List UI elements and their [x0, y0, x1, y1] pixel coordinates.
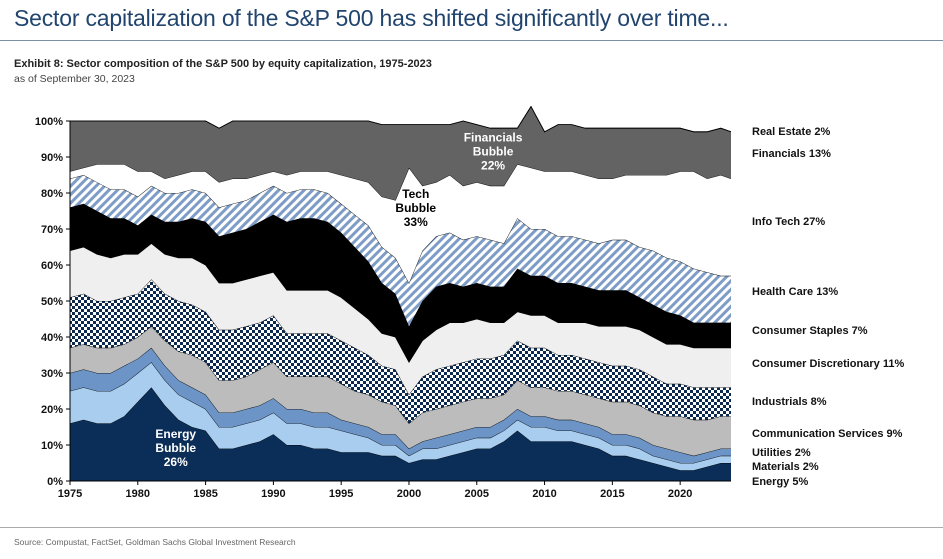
legend-label: Communication Services 9% [752, 428, 903, 440]
area-health-care [70, 175, 731, 327]
area-materials [70, 362, 731, 471]
x-tick-label: 1980 [126, 488, 150, 500]
y-tick-label: 80% [41, 188, 63, 200]
x-tick-label: 1990 [261, 488, 285, 500]
x-tick-label: 2010 [532, 488, 556, 500]
area-info-tech [70, 164, 731, 283]
x-tick-label: 2000 [397, 488, 421, 500]
y-tick-label: 100% [35, 116, 63, 128]
legend-label: Real Estate 2% [752, 126, 830, 138]
source-note: Source: Compustat, FactSet, Goldman Sach… [14, 537, 296, 547]
legend-label: Consumer Discretionary 11% [752, 358, 904, 370]
y-tick-label: 50% [41, 296, 63, 308]
y-tick-label: 60% [41, 260, 63, 272]
y-tick-label: 20% [41, 404, 63, 416]
headline: Sector capitalization of the S&P 500 has… [14, 5, 729, 31]
y-tick-label: 70% [41, 224, 63, 236]
boundary-real-estate [70, 105, 732, 133]
legend-label: Financials 13% [752, 148, 831, 160]
legend-label: Info Tech 27% [752, 216, 825, 228]
x-tick-label: 2020 [668, 488, 692, 500]
x-tick-label: 2005 [465, 488, 489, 500]
x-tick-label: 1995 [329, 488, 353, 500]
x-tick-label: 2015 [600, 488, 624, 500]
y-tick-label: 90% [41, 152, 63, 164]
area-communication-services [70, 326, 731, 456]
annotation-financials-bubble: Financials Bubble 22% [464, 131, 523, 173]
y-tick-label: 10% [41, 440, 63, 452]
y-tick-label: 0% [47, 476, 63, 488]
as-of-date: as of September 30, 2023 [14, 73, 135, 85]
header-rule [0, 40, 943, 41]
x-tick-label: 1985 [193, 488, 217, 500]
area-consumer-discretionary [70, 243, 731, 395]
legend-label: Health Care 13% [752, 286, 838, 298]
x-tick-label: 1975 [58, 488, 82, 500]
y-tick-label: 30% [41, 368, 63, 380]
y-tick-label: 40% [41, 332, 63, 344]
area-consumer-staples [70, 203, 731, 363]
legend-label: Industrials 8% [752, 396, 827, 408]
footer-rule [0, 527, 943, 528]
area-financials [70, 106, 731, 201]
exhibit-title: Exhibit 8: Sector composition of the S&P… [14, 58, 432, 70]
legend-label: Consumer Staples 7% [752, 325, 868, 337]
area-energy [70, 387, 731, 481]
legend-label: Materials 2% [752, 461, 819, 473]
legend-label: Utilities 2% [752, 447, 811, 459]
annotation-energy-bubble: Energy Bubble 26% [155, 427, 196, 469]
annotation-tech-bubble: Tech Bubble 33% [395, 187, 436, 229]
legend-label: Energy 5% [752, 476, 808, 488]
area-industrials [70, 279, 731, 424]
stacked-area-chart: 0% 10% 20% 30% 40% 50% 60% 70% 80% 90% 100% 1975 198… [35, 105, 904, 500]
